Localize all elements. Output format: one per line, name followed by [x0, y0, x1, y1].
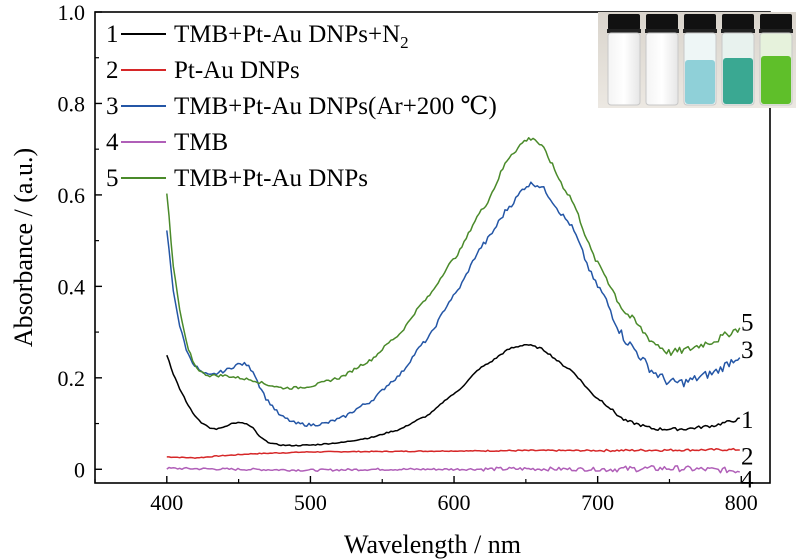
legend-label-text-3: TMB+Pt-Au DNPs(Ar+200 ℃) [174, 93, 497, 120]
y-tick-label: 0.4 [58, 274, 86, 299]
series-end-label-4: 4 [741, 467, 754, 494]
legend-number-4: 4 [106, 129, 119, 156]
x-axis-title: Wavelength / nm [344, 530, 521, 559]
series-line-5 [166, 137, 741, 390]
legend-number-2: 2 [106, 57, 119, 84]
legend-label-3: TMB+Pt-Au DNPs(Ar+200 ℃) [174, 93, 497, 120]
legend-number-3: 3 [106, 93, 119, 120]
series-end-label-1: 1 [741, 407, 754, 434]
vial-photo-inset [598, 12, 796, 108]
legend-label-text-2: Pt-Au DNPs [174, 57, 300, 84]
end-labels: 24 1 35 [741, 310, 754, 494]
legend-number-1: 1 [106, 21, 119, 48]
legend-label-subscript-1: 2 [400, 33, 409, 52]
x-tick-label: 800 [725, 490, 758, 515]
y-tick-label: 0.6 [58, 183, 86, 208]
series-line-1 [166, 343, 740, 447]
vial-3 [683, 14, 717, 106]
series-end-label-3: 3 [741, 337, 754, 364]
legend-label-text-4: TMB [174, 129, 228, 156]
x-tick-label: 700 [581, 490, 614, 515]
y-axis-title: Absorbance / (a.u.) [9, 148, 38, 347]
y-tick-label: 0 [74, 457, 85, 482]
x-tick-label: 600 [438, 490, 471, 515]
legend-label-text-1: TMB+Pt-Au DNPs+N [174, 21, 400, 48]
series-line-2 [166, 447, 740, 459]
vial-1 [607, 14, 641, 106]
x-tick-label: 500 [294, 490, 327, 515]
plot-frame [94, 11, 771, 484]
vial-2 [645, 14, 679, 106]
y-tick-label: 1.0 [58, 0, 86, 25]
legend-label-4: TMB [174, 129, 228, 156]
plot-area: 400 500 600 700 800 0 0.2 0.4 0.6 0.8 1.0 Wavelengt… [9, 0, 771, 559]
series-end-label-5: 5 [741, 310, 754, 337]
legend-label-2: Pt-Au DNPs [174, 57, 300, 84]
legend-number-5: 5 [106, 165, 119, 192]
legend-label-1: TMB+Pt-Au DNPs+N2 [174, 21, 409, 52]
legend-label-text-5: TMB+Pt-Au DNPs [174, 165, 368, 192]
x-tick-label: 400 [150, 490, 183, 515]
y-tick-label: 0.8 [58, 91, 86, 116]
y-tick-label: 0.2 [58, 366, 86, 391]
legend-label-5: TMB+Pt-Au DNPs [174, 165, 368, 192]
series-layer [166, 137, 741, 474]
series-end-label-2: 2 [741, 444, 754, 471]
series-line-4 [166, 465, 741, 474]
vial-5 [759, 14, 793, 106]
vial-4 [721, 14, 755, 106]
series-line-3 [166, 181, 741, 427]
